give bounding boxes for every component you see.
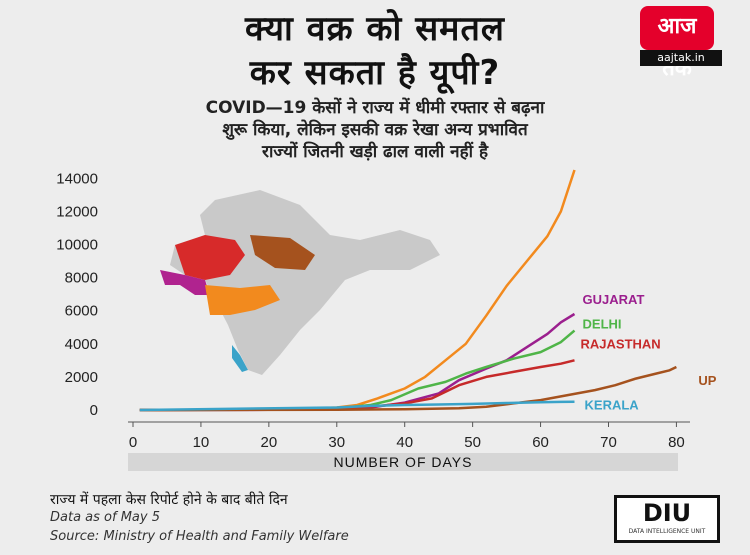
india-map-body [170,190,440,375]
footer-note: राज्य में पहला केस रिपोर्ट होने के बाद ब… [50,492,288,508]
x-tick-label: 30 [328,434,345,451]
series-label-kerala: KERALA [585,398,640,413]
rajasthan-region [175,235,245,280]
page-title-line2: कर सकता है यूपी? [249,53,501,93]
footer-data-date: Data as of May 5 [50,510,160,525]
subtitle-line3: राज्यों जितनी खड़ी ढाल वाली नहीं है [262,142,488,162]
diu-logo-subtext: DATA INTELLIGENCE UNIT [628,528,706,535]
aajtak-logo-url: aajtak.in [640,50,722,66]
x-tick-label: 50 [464,434,481,451]
line-chart: 0 2000 4000 6000 8000 10000 12000 14000 0 10 20 30 4… [56,160,717,471]
up-region [250,235,315,270]
x-axis-label: NUMBER OF DAYS [334,454,473,470]
series-label-delhi: DELHI [583,317,622,332]
subtitle-line1: COVID—19 केसों ने राज्य में धीमी रफ्तार … [205,98,545,118]
series-label-up: UP [698,373,716,388]
series-line-delhi [139,329,576,412]
chart-axes: 0 2000 4000 6000 8000 10000 12000 14000 0 10 20 30 4… [56,170,690,451]
y-tick-label: 8000 [65,270,98,287]
y-tick-label: 12000 [56,203,98,220]
y-tick-label: 2000 [65,369,98,386]
y-tick-label: 4000 [65,336,98,353]
maharashtra-region [205,285,280,315]
chart-series-labels: MAHARASHTRA GUJARAT DELHI RAJASTHAN UP KERALA [415,160,717,413]
series-line-up [139,365,677,412]
series-label-rajasthan: RAJASTHAN [581,336,661,351]
aajtak-logo: आज तक aajtak.in [640,6,740,81]
x-tick-label: 0 [129,434,137,451]
kerala-region [232,345,248,372]
subtitle-line2: शुरू किया, लेकिन इसकी वक्र रेखा अन्य प्र… [222,120,528,140]
y-tick-label: 6000 [65,303,98,320]
page-title-line1: क्या वक्र को समतल [245,9,505,49]
aajtak-logo-badge: आज तक [640,6,714,81]
x-tick-label: 10 [193,434,210,451]
x-tick-label: 60 [532,434,549,451]
xlabel-band [128,453,678,471]
y-tick-label: 0 [90,402,98,419]
x-tick-label: 20 [261,434,278,451]
india-map-illustration [160,190,440,375]
diu-logo: DIU DATA INTELLIGENCE UNIT [614,495,720,543]
series-label-maharashtra: MAHARASHTRA [415,160,518,163]
x-tick-label: 80 [668,434,685,451]
chart-series [139,169,677,412]
x-tick-label: 40 [396,434,413,451]
y-tick-label: 10000 [56,236,98,253]
x-tick-label: 70 [600,434,617,451]
footer-source: Source: Ministry of Health and Family We… [50,529,349,544]
gujarat-region [160,270,210,295]
y-tick-label: 14000 [56,170,98,187]
diu-logo-text: DIU [642,499,692,527]
series-line-gujarat [139,312,576,412]
series-label-gujarat: GUJARAT [583,292,645,307]
series-line-kerala [139,400,575,412]
